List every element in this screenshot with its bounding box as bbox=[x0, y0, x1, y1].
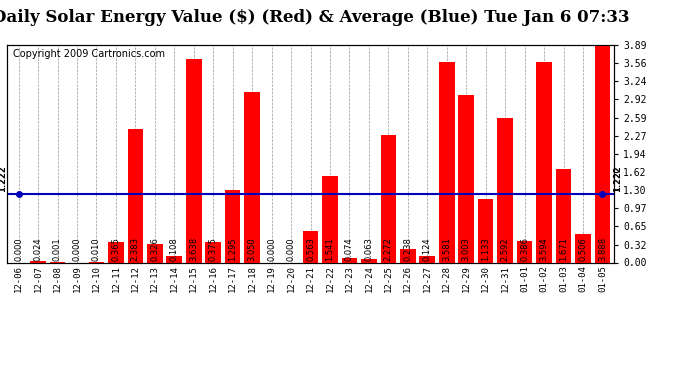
Text: 0.063: 0.063 bbox=[364, 237, 373, 261]
Bar bbox=[166, 256, 182, 262]
Text: 0.365: 0.365 bbox=[111, 237, 120, 261]
Text: 1.541: 1.541 bbox=[326, 238, 335, 261]
Bar bbox=[342, 258, 357, 262]
Text: 1.222: 1.222 bbox=[0, 165, 8, 192]
Text: 1.133: 1.133 bbox=[481, 237, 490, 261]
Text: 1.671: 1.671 bbox=[559, 237, 568, 261]
Text: 1.295: 1.295 bbox=[228, 238, 237, 261]
Text: 2.592: 2.592 bbox=[501, 238, 510, 261]
Text: 0.000: 0.000 bbox=[72, 238, 81, 261]
Bar bbox=[381, 135, 396, 262]
Bar bbox=[555, 169, 571, 262]
Bar bbox=[595, 45, 610, 262]
Text: 0.000: 0.000 bbox=[267, 238, 276, 261]
Text: 0.010: 0.010 bbox=[92, 238, 101, 261]
Text: 1.222: 1.222 bbox=[613, 165, 622, 192]
Text: 0.108: 0.108 bbox=[170, 238, 179, 261]
Bar bbox=[322, 176, 337, 262]
Bar bbox=[206, 242, 221, 262]
Bar bbox=[244, 92, 260, 262]
Text: 0.238: 0.238 bbox=[404, 237, 413, 261]
Text: 2.383: 2.383 bbox=[131, 237, 140, 261]
Bar bbox=[186, 59, 201, 262]
Text: 0.506: 0.506 bbox=[578, 238, 587, 261]
Bar bbox=[575, 234, 591, 262]
Bar bbox=[439, 62, 455, 262]
Text: 0.386: 0.386 bbox=[520, 237, 529, 261]
Text: 0.024: 0.024 bbox=[34, 238, 43, 261]
Text: Copyright 2009 Cartronics.com: Copyright 2009 Cartronics.com bbox=[13, 50, 165, 59]
Text: 3.638: 3.638 bbox=[189, 237, 198, 261]
Text: 2.272: 2.272 bbox=[384, 238, 393, 261]
Bar bbox=[225, 190, 240, 262]
Bar bbox=[128, 129, 143, 262]
Bar bbox=[303, 231, 318, 262]
Text: 0.563: 0.563 bbox=[306, 237, 315, 261]
Bar bbox=[478, 199, 493, 262]
Text: 0.124: 0.124 bbox=[423, 238, 432, 261]
Bar bbox=[361, 259, 377, 262]
Text: 0.000: 0.000 bbox=[286, 238, 295, 261]
Text: 0.326: 0.326 bbox=[150, 237, 159, 261]
Text: 3.888: 3.888 bbox=[598, 237, 607, 261]
Bar bbox=[420, 256, 435, 262]
Text: 3.050: 3.050 bbox=[248, 238, 257, 261]
Text: 0.375: 0.375 bbox=[208, 237, 217, 261]
Text: 3.581: 3.581 bbox=[442, 237, 451, 261]
Bar bbox=[147, 244, 163, 262]
Bar bbox=[108, 242, 124, 262]
Bar bbox=[400, 249, 415, 262]
Text: 0.000: 0.000 bbox=[14, 238, 23, 261]
Text: 0.001: 0.001 bbox=[53, 238, 62, 261]
Bar bbox=[536, 62, 552, 262]
Bar bbox=[517, 241, 533, 262]
Text: 3.594: 3.594 bbox=[540, 238, 549, 261]
Text: 3.003: 3.003 bbox=[462, 237, 471, 261]
Text: Daily Solar Energy Value ($) (Red) & Average (Blue) Tue Jan 6 07:33: Daily Solar Energy Value ($) (Red) & Ave… bbox=[0, 9, 629, 26]
Bar bbox=[497, 118, 513, 262]
Text: 0.074: 0.074 bbox=[345, 238, 354, 261]
Bar bbox=[458, 94, 474, 262]
Bar bbox=[30, 261, 46, 262]
